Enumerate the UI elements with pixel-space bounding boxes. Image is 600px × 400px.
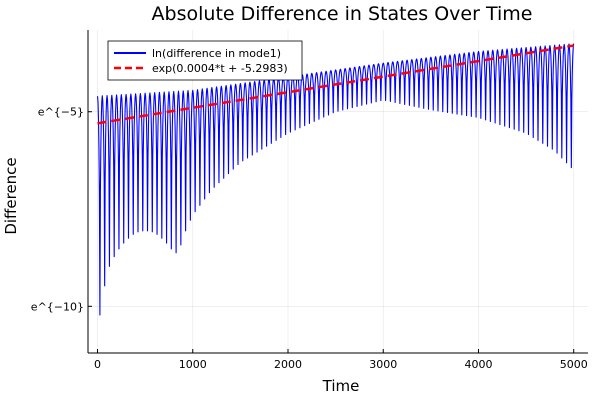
legend-label-series-2: exp(0.0004*t + -5.2983) — [152, 62, 288, 75]
frame-layer — [87, 30, 588, 354]
y-tick-label-1: e^{−10} — [31, 300, 84, 313]
series-line-exp-fit — [97, 44, 574, 125]
x-axis-label: Time — [322, 377, 360, 395]
legend: ln(difference in mode1) exp(0.0004*t + -… — [107, 40, 303, 81]
x-tick-label-5: 5000 — [560, 358, 588, 371]
x-tick-label-1: 1000 — [179, 358, 207, 371]
series-line-difference-mode1 — [96, 43, 575, 316]
y-tick-label-0: e^{−5} — [38, 106, 84, 119]
x-tick-label-4: 4000 — [464, 358, 492, 371]
x-tick-label-0: 0 — [94, 358, 101, 371]
legend-label-series-1: ln(difference in mode1) — [152, 47, 281, 60]
legend-box — [107, 40, 303, 81]
tick-layer: 0 1000 2000 3000 4000 5000 e^{−5} e^{−10} — [31, 106, 588, 371]
x-tick-label-2: 2000 — [274, 358, 302, 371]
x-tick-label-3: 3000 — [369, 358, 397, 371]
y-axis-label: Difference — [2, 157, 20, 234]
chart-title: Absolute Difference in States Over Time — [152, 3, 533, 25]
plot-layer — [96, 43, 575, 316]
